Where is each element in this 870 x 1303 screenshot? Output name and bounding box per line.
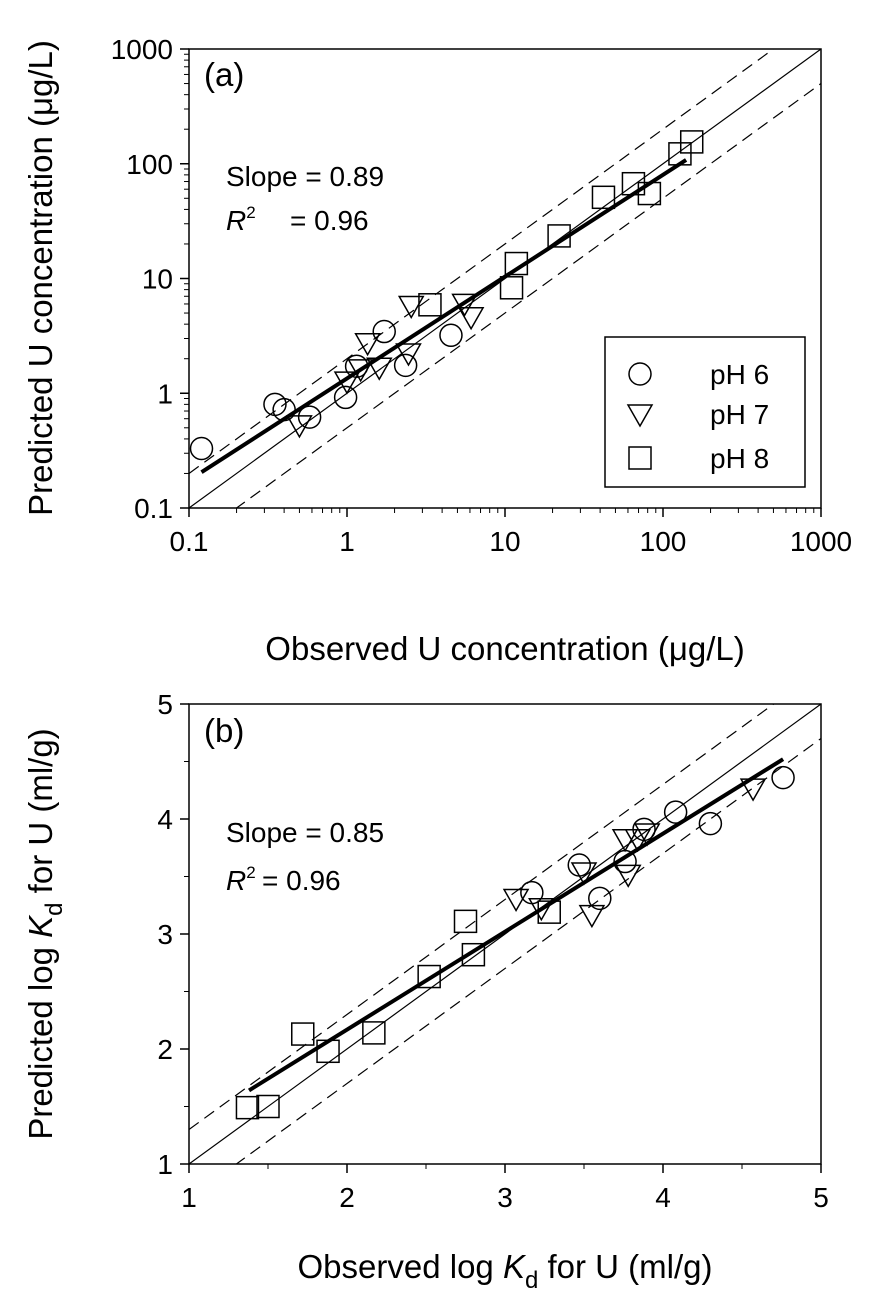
legend-label-ph8: pH 8 (710, 443, 769, 474)
x-tick-label: 5 (813, 1182, 829, 1213)
y-tick-label: 0.1 (134, 493, 173, 524)
data-point-ph8 (417, 964, 441, 989)
data-point-ph8 (256, 1094, 280, 1119)
data-point-ph8 (461, 942, 486, 967)
data-point-ph7 (578, 904, 606, 929)
y-tick-label: 10 (142, 264, 173, 295)
data-point-ph8 (453, 909, 478, 934)
x-tick-label: 1 (339, 526, 355, 557)
data-point-ph6 (297, 405, 322, 429)
data-point-ph7 (457, 306, 485, 331)
data-point-ph8 (547, 224, 571, 248)
data-point-ph6 (520, 880, 544, 905)
data-point-ph7 (286, 415, 313, 439)
legend-marker-ph8 (628, 446, 652, 470)
data-point-ph8 (235, 1095, 260, 1120)
panel-label: (b) (204, 712, 244, 749)
data-point-ph7 (365, 357, 393, 381)
y-tick-label: 1 (157, 378, 173, 409)
panel-a: 0.1 1 10 100 1000 0.1 1 10 100 1000 (a) Slope = 0… (22, 34, 852, 667)
legend-marker-ph7 (626, 404, 654, 428)
data-point-ph8 (679, 130, 704, 154)
lower-bound-line (235, 83, 821, 508)
x-tick-label: 4 (655, 1182, 671, 1213)
data-point-ph6 (272, 397, 296, 422)
data-point-ph7 (397, 295, 425, 320)
data-point-ph7 (570, 862, 598, 886)
x-axis-label: Observed U concentration (μg/L) (265, 630, 744, 667)
r2-annotation: R2 = 0.96 (226, 863, 341, 896)
data-point-ph7 (502, 888, 530, 913)
data-point-ph6 (393, 353, 418, 378)
data-point-ph8 (537, 900, 561, 924)
data-point-ph7 (451, 293, 478, 317)
y-tick-label: 2 (157, 1034, 173, 1065)
data-point-ph8 (291, 1022, 315, 1046)
legend-marker-ph6 (628, 362, 652, 386)
data-point-ph8 (504, 251, 529, 276)
data-point-ph6 (567, 853, 592, 877)
slope-annotation: Slope = 0.85 (226, 817, 384, 848)
y-axis-label: Predicted U concentration (μg/L) (22, 40, 59, 516)
data-point-ph7 (528, 897, 555, 922)
data-point-ph7 (354, 333, 381, 357)
legend-label-ph6: pH 6 (710, 359, 769, 390)
y-axis-label: Predicted log Kd for U (ml/g) (22, 728, 68, 1139)
y-tick-label: 3 (157, 919, 173, 950)
data-point-ph7 (333, 371, 361, 395)
data-point-ph6 (663, 800, 688, 824)
data-point-ph6 (588, 886, 612, 911)
x-tick-label: 3 (497, 1182, 513, 1213)
r2-annotation: R2 = 0.96 (226, 203, 369, 236)
y-tick-label: 5 (157, 689, 173, 720)
data-point-ph8 (418, 293, 442, 317)
data-point-ph6 (771, 765, 795, 790)
data-point-ph8 (316, 1039, 340, 1064)
data-point-ph6 (333, 385, 358, 410)
data-point-ph6 (372, 319, 396, 344)
panel-label: (a) (204, 56, 244, 93)
x-tick-label: 10 (489, 526, 520, 557)
data-point-ph8 (637, 181, 662, 206)
upper-bound-line (189, 704, 775, 1130)
legend-label-ph7: pH 7 (710, 399, 769, 430)
x-tick-label: 1000 (790, 526, 852, 557)
x-tick-label: 2 (339, 1182, 355, 1213)
x-tick-label: 0.1 (170, 526, 209, 557)
slope-annotation: Slope = 0.89 (226, 161, 384, 192)
y-tick-label: 1 (157, 1149, 173, 1180)
lower-bound-line (235, 738, 821, 1164)
upper-bound-line (189, 49, 775, 474)
x-axis-label: Observed log Kd for U (ml/g) (298, 1248, 713, 1294)
data-point-ph8 (668, 142, 692, 166)
panel-b: 1 2 3 4 5 1 2 3 4 5 (b) Slope = 0.85 R2 = 0.96 Obs… (22, 689, 829, 1294)
x-tick-label: 1 (181, 1182, 197, 1213)
data-point-ph8 (499, 276, 524, 300)
legend: pH 6 pH 7 pH 8 (604, 336, 806, 488)
data-point-ph7 (633, 823, 661, 847)
regression-line (247, 757, 785, 1093)
y-tick-label: 4 (157, 804, 173, 835)
data-point-ph6 (698, 811, 723, 836)
data-point-ph7 (347, 359, 374, 383)
data-point-ph6 (189, 436, 214, 461)
data-point-ph7 (614, 864, 642, 888)
data-point-ph7 (395, 343, 422, 367)
x-tick-label: 100 (640, 526, 687, 557)
y-tick-label: 100 (126, 149, 173, 180)
data-point-ph8 (362, 1021, 386, 1045)
data-point-ph6 (439, 323, 463, 348)
data-point-ph8 (591, 185, 616, 210)
y-tick-label: 1000 (111, 34, 173, 65)
data-point-ph7 (739, 778, 767, 802)
data-point-ph8 (621, 171, 646, 196)
